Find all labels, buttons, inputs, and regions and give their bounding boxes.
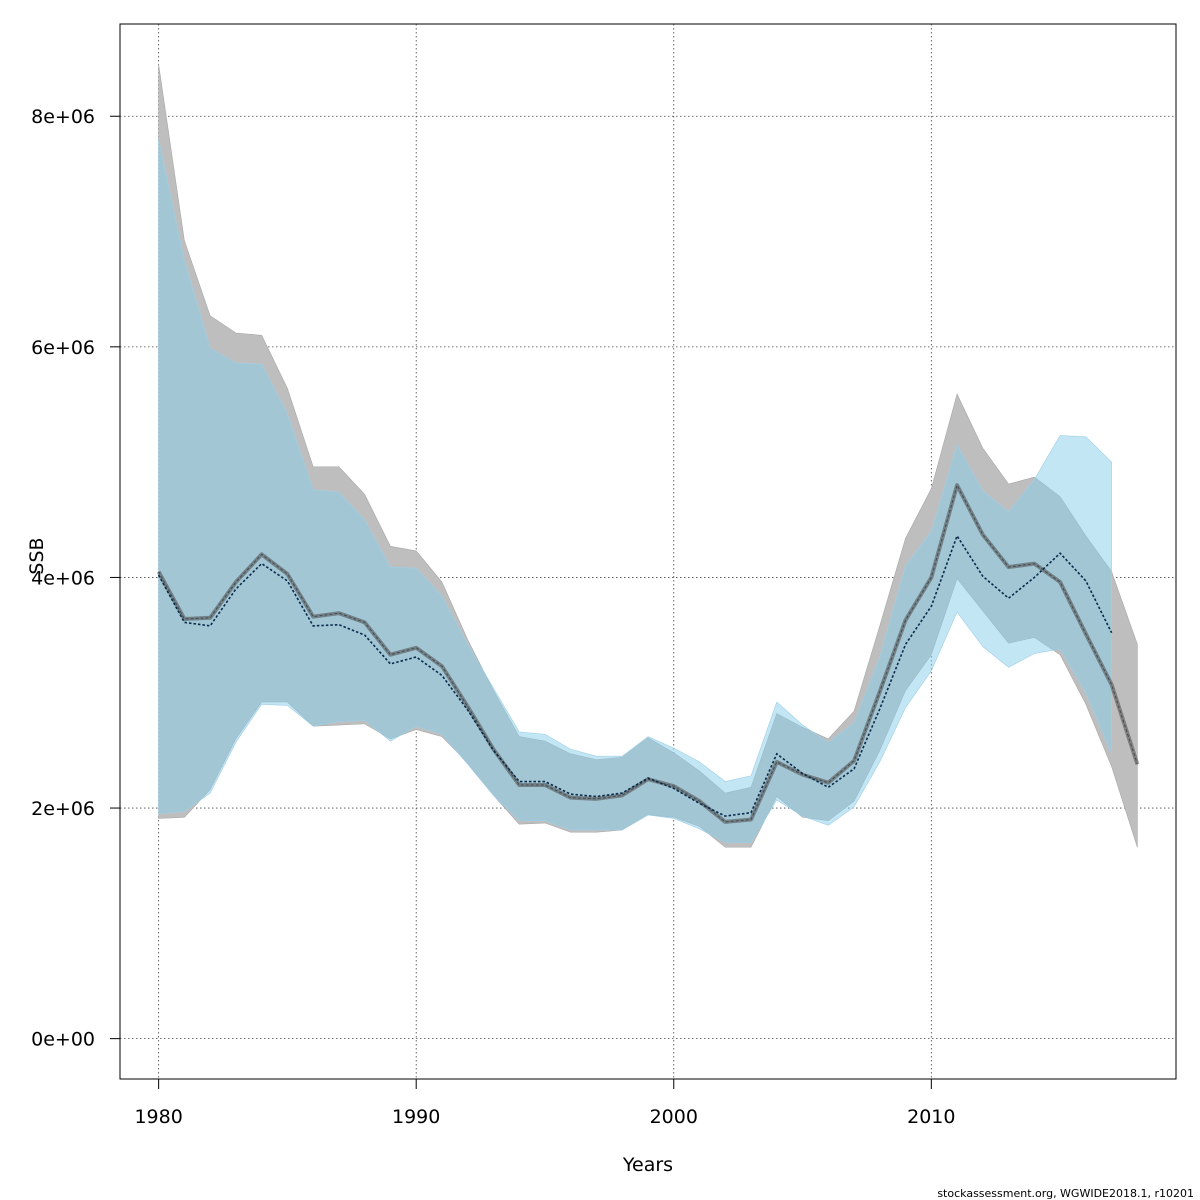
x-axis-title: Years [622,1154,673,1176]
y-tick-label-2: 4e+06 [31,567,95,589]
y-axis: 0e+00 2e+06 4e+06 6e+06 8e+06 [31,106,120,1051]
y-tick-label-1: 2e+06 [31,798,95,820]
y-tick-label-0: 0e+00 [31,1029,95,1051]
x-tick-label-2000: 2000 [650,1106,698,1128]
x-axis: 1980 1990 2000 2010 [134,1079,955,1128]
x-tick-label-1980: 1980 [134,1106,182,1128]
estimate-line-series-2 [157,534,1113,817]
band-series-2 [158,139,1112,843]
plot-frame [119,23,1177,1080]
estimate-lines [156,483,1140,824]
y-tick-label-3: 6e+06 [31,337,95,359]
estimate-line-series-1-dash [158,483,1138,823]
x-tick-label-1990: 1990 [392,1106,440,1128]
y-axis-title: SSB [26,537,48,574]
x-tick-label-2010: 2010 [907,1106,955,1128]
y-tick-label-4: 8e+06 [31,106,95,128]
footer-credit: stockassessment.org, WGWIDE2018.1, r1020… [937,1187,1194,1200]
